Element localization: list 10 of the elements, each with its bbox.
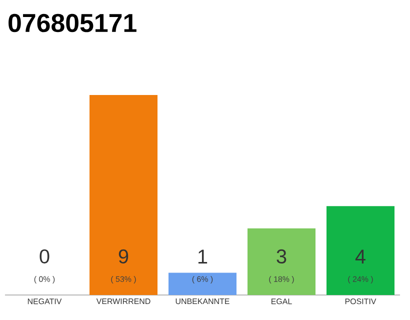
data-label: 9 bbox=[118, 249, 128, 264]
bar bbox=[90, 95, 158, 295]
chart-title: 076805171 bbox=[8, 14, 136, 32]
data-label: 3 bbox=[276, 249, 286, 264]
bar bbox=[168, 272, 236, 295]
bar bbox=[248, 228, 316, 295]
data-label: 1 bbox=[198, 250, 208, 264]
data-label: 4 bbox=[355, 250, 366, 264]
bar bbox=[326, 206, 394, 295]
data-label: 0 bbox=[40, 249, 50, 264]
